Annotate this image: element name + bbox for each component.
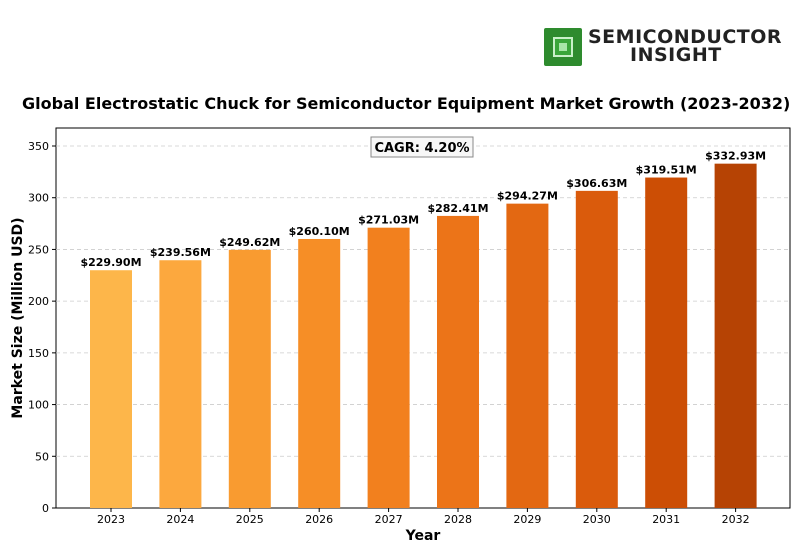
y-axis-label: Market Size (Million USD) <box>10 217 26 418</box>
bar-value-label: $306.63M <box>566 177 627 190</box>
cagr-text: CAGR: 4.20% <box>374 141 469 156</box>
y-tick-label: 300 <box>28 192 49 205</box>
bar <box>506 203 549 508</box>
brand-name-line2: INSIGHT <box>630 44 722 66</box>
bar-value-label: $229.90M <box>80 256 141 269</box>
bar <box>714 163 757 508</box>
y-tick-label: 350 <box>28 140 49 153</box>
x-tick-label: 2026 <box>305 513 333 526</box>
x-tick-label: 2023 <box>97 513 125 526</box>
chart-title: Global Electrostatic Chuck for Semicondu… <box>22 94 790 113</box>
chip-icon <box>544 28 582 66</box>
x-axis: 2023 2024 2025 2026 2027 2028 2029 2030 2031 2032 <box>97 508 750 526</box>
bar-value-label: $239.56M <box>150 246 211 259</box>
bar-value-label: $271.03M <box>358 214 419 227</box>
bar <box>298 238 341 508</box>
x-tick-label: 2032 <box>722 513 750 526</box>
x-tick-label: 2025 <box>236 513 264 526</box>
y-tick-label: 50 <box>35 450 49 463</box>
bars: $229.90M $239.56M $249.62M $260.10M $271.03M… <box>80 150 766 509</box>
bar-value-label: $319.51M <box>636 164 697 177</box>
bar <box>367 227 410 508</box>
x-tick-label: 2030 <box>583 513 611 526</box>
bar <box>645 177 688 508</box>
bar-value-label: $294.27M <box>497 190 558 203</box>
x-tick-label: 2027 <box>375 513 403 526</box>
bar-value-label: $282.41M <box>427 202 488 215</box>
bar <box>228 249 271 508</box>
bar-value-label: $332.93M <box>705 150 766 163</box>
y-tick-label: 250 <box>28 243 49 256</box>
cagr-annotation: CAGR: 4.20% <box>370 136 474 158</box>
bar <box>437 215 479 509</box>
bar <box>90 270 132 508</box>
plot-area <box>55 127 791 509</box>
brand-name-line1: SEMICONDUCTOR <box>588 26 783 48</box>
bar-value-label: $249.62M <box>219 236 280 249</box>
y-tick-label: 0 <box>42 502 49 515</box>
x-tick-label: 2028 <box>444 513 472 526</box>
bar <box>159 260 202 508</box>
y-tick-label: 150 <box>28 347 49 360</box>
bar <box>575 190 618 508</box>
x-tick-label: 2031 <box>652 513 680 526</box>
x-tick-label: 2024 <box>166 513 194 526</box>
x-tick-label: 2029 <box>513 513 541 526</box>
y-axis: 0 50 100 150 200 250 300 350 <box>28 140 56 515</box>
y-tick-label: 200 <box>28 295 49 308</box>
bar-value-label: $260.10M <box>289 225 350 238</box>
x-axis-label: Year <box>405 528 441 544</box>
y-tick-label: 100 <box>28 399 49 412</box>
